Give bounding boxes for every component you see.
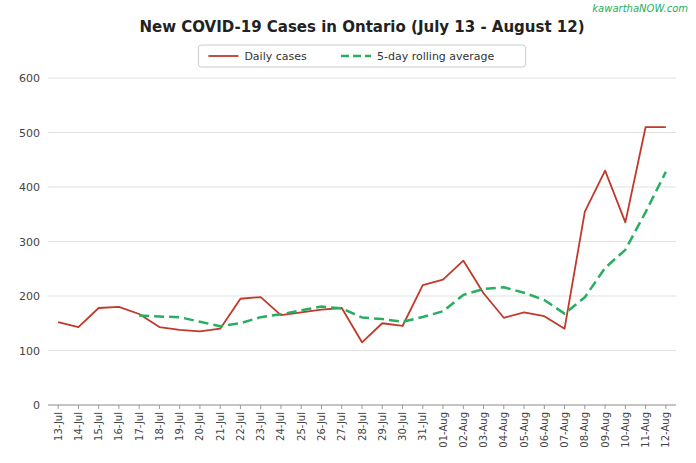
legend-label: 5-day rolling average — [377, 50, 495, 63]
x-tick — [280, 405, 281, 409]
x-tick — [58, 405, 59, 409]
grid-line — [48, 350, 676, 351]
legend-swatch — [341, 55, 371, 58]
x-tick — [118, 405, 119, 409]
x-tick-label: 26-Jul — [316, 412, 327, 441]
x-tick-label: 19-Jul — [174, 412, 185, 441]
y-tick-label: 400 — [19, 181, 40, 194]
y-tick-label: 500 — [19, 127, 40, 140]
x-tick-label: 22-Jul — [235, 412, 246, 441]
x-tick-label: 20-Jul — [194, 412, 205, 441]
x-tick — [584, 405, 585, 409]
y-tick-label: 0 — [33, 399, 40, 412]
x-tick — [503, 405, 504, 409]
x-tick-label: 25-Jul — [296, 412, 307, 441]
x-tick-label: 05-Aug — [519, 412, 530, 448]
y-tick-label: 200 — [19, 290, 40, 303]
x-tick-label: 16-Jul — [113, 412, 124, 441]
x-tick-label: 23-Jul — [255, 412, 266, 441]
y-tick-label: 100 — [19, 345, 40, 358]
x-tick — [179, 405, 180, 409]
x-tick — [463, 405, 464, 409]
annotation: kawarthaNOW.com — [592, 3, 688, 14]
x-tick — [341, 405, 342, 409]
x-tick — [665, 405, 666, 409]
legend-box — [198, 45, 525, 67]
x-tick-label: 28-Jul — [357, 412, 368, 441]
x-tick — [422, 405, 423, 409]
x-tick — [260, 405, 261, 409]
x-tick-label: 30-Jul — [397, 412, 408, 441]
x-tick — [98, 405, 99, 409]
x-tick-label: 09-Aug — [600, 412, 611, 448]
x-tick-label: 15-Jul — [93, 412, 104, 441]
grid-line — [48, 296, 676, 297]
x-tick — [382, 405, 383, 409]
x-tick-label: 07-Aug — [559, 412, 570, 448]
x-tick-label: 17-Jul — [134, 412, 145, 441]
x-tick-label: 12-Aug — [660, 412, 671, 448]
x-tick — [524, 405, 525, 409]
x-tick — [564, 405, 565, 409]
x-tick-label: 03-Aug — [478, 412, 489, 448]
grid-line — [48, 241, 676, 242]
x-tick — [544, 405, 545, 409]
grid-line — [48, 187, 676, 188]
x-tick — [645, 405, 646, 409]
x-tick — [301, 405, 302, 409]
x-tick-label: 31-Jul — [417, 412, 428, 441]
x-tick-label: 11-Aug — [640, 412, 651, 448]
x-tick — [321, 405, 322, 409]
x-tick — [605, 405, 606, 409]
x-tick — [362, 405, 363, 409]
grid-line — [48, 78, 676, 79]
x-tick — [443, 405, 444, 409]
x-tick-label: 04-Aug — [498, 412, 509, 448]
x-tick — [625, 405, 626, 409]
legend: Daily cases 5-day rolling average — [198, 45, 525, 67]
x-tick-label: 10-Aug — [620, 412, 631, 448]
plot-area — [58, 127, 666, 342]
grid-line — [48, 132, 676, 133]
x-tick — [199, 405, 200, 409]
x-tick — [78, 405, 79, 409]
x-tick-label: 08-Aug — [579, 412, 590, 448]
x-tick — [220, 405, 221, 409]
legend-swatch — [208, 55, 238, 57]
x-tick-label: 21-Jul — [215, 412, 226, 441]
x-tick-label: 02-Aug — [458, 412, 469, 448]
x-tick — [159, 405, 160, 409]
x-tick-label: 14-Jul — [73, 412, 84, 441]
chart: New COVID-19 Cases in Ontario (July 13 -… — [0, 0, 696, 463]
series-line — [58, 127, 666, 342]
x-tick — [240, 405, 241, 409]
x-tick — [483, 405, 484, 409]
x-tick-label: 13-Jul — [53, 412, 64, 441]
y-tick-label: 600 — [19, 72, 40, 85]
x-tick-label: 29-Jul — [377, 412, 388, 441]
x-tick-label: 06-Aug — [539, 412, 550, 448]
x-tick-label: 01-Aug — [438, 412, 449, 448]
x-tick — [402, 405, 403, 409]
x-tick-label: 24-Jul — [275, 412, 286, 441]
y-tick-label: 300 — [19, 236, 40, 249]
x-tick — [139, 405, 140, 409]
x-tick-label: 27-Jul — [336, 412, 347, 441]
legend-label: Daily cases — [244, 50, 307, 63]
background — [0, 0, 696, 463]
series-line — [139, 172, 666, 326]
title: New COVID-19 Cases in Ontario (July 13 -… — [139, 18, 584, 36]
x-tick-label: 18-Jul — [154, 412, 165, 441]
